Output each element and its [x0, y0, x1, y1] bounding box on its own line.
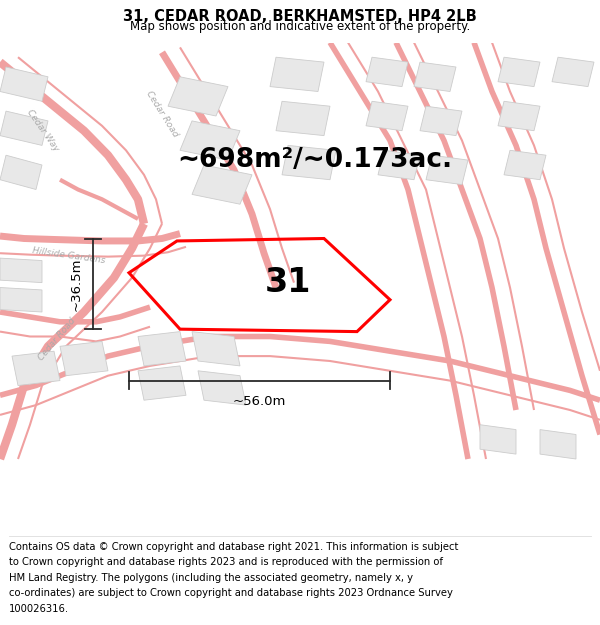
Polygon shape	[504, 150, 546, 180]
Polygon shape	[498, 101, 540, 131]
Polygon shape	[0, 288, 42, 312]
Polygon shape	[138, 366, 186, 400]
Polygon shape	[426, 155, 468, 184]
Polygon shape	[0, 67, 48, 101]
Polygon shape	[378, 150, 420, 180]
Text: 31, CEDAR ROAD, BERKHAMSTED, HP4 2LB: 31, CEDAR ROAD, BERKHAMSTED, HP4 2LB	[123, 9, 477, 24]
Text: Cedar Way: Cedar Way	[25, 108, 61, 153]
Polygon shape	[138, 332, 186, 366]
Text: 31: 31	[265, 266, 311, 299]
Text: ~698m²/~0.173ac.: ~698m²/~0.173ac.	[177, 147, 452, 173]
Polygon shape	[276, 101, 330, 136]
Text: 100026316.: 100026316.	[9, 604, 69, 614]
Polygon shape	[0, 111, 48, 146]
Polygon shape	[60, 341, 108, 376]
Text: Map shows position and indicative extent of the property.: Map shows position and indicative extent…	[130, 20, 470, 33]
Polygon shape	[366, 101, 408, 131]
Polygon shape	[420, 106, 462, 136]
Text: Cedar Road: Cedar Road	[37, 316, 77, 362]
Polygon shape	[552, 58, 594, 87]
Polygon shape	[366, 58, 408, 87]
Text: co-ordinates) are subject to Crown copyright and database rights 2023 Ordnance S: co-ordinates) are subject to Crown copyr…	[9, 588, 453, 598]
Text: HM Land Registry. The polygons (including the associated geometry, namely x, y: HM Land Registry. The polygons (includin…	[9, 573, 413, 583]
Polygon shape	[414, 62, 456, 91]
Text: ~36.5m: ~36.5m	[69, 257, 82, 311]
Polygon shape	[0, 258, 42, 282]
Text: to Crown copyright and database rights 2023 and is reproduced with the permissio: to Crown copyright and database rights 2…	[9, 558, 443, 568]
Text: Hillside Gardens: Hillside Gardens	[32, 246, 106, 265]
Polygon shape	[192, 165, 252, 204]
Polygon shape	[498, 58, 540, 87]
Polygon shape	[270, 58, 324, 91]
Polygon shape	[480, 425, 516, 454]
Polygon shape	[0, 155, 42, 189]
Polygon shape	[180, 121, 240, 160]
Polygon shape	[198, 371, 246, 405]
Text: Cedar Road: Cedar Road	[144, 89, 180, 138]
Text: ~56.0m: ~56.0m	[233, 395, 286, 408]
Text: Contains OS data © Crown copyright and database right 2021. This information is : Contains OS data © Crown copyright and d…	[9, 542, 458, 552]
Polygon shape	[12, 351, 60, 386]
Polygon shape	[192, 332, 240, 366]
Polygon shape	[168, 77, 228, 116]
Polygon shape	[282, 146, 336, 180]
Polygon shape	[540, 429, 576, 459]
